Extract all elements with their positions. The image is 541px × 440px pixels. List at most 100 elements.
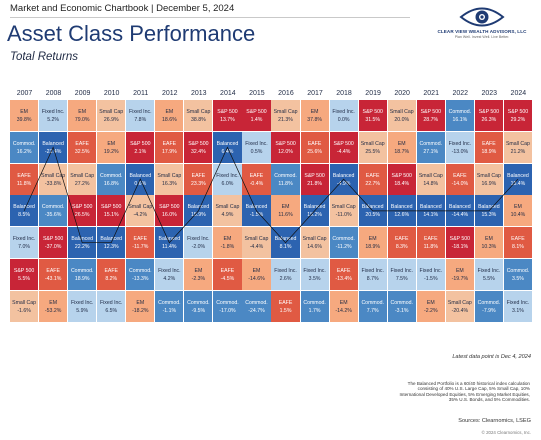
- asset-name: Small Cap: [476, 172, 501, 179]
- asset-cell: EM 10.3%: [474, 227, 503, 259]
- asset-return: 5.2%: [47, 117, 60, 123]
- asset-name: Fixed Inc.: [361, 268, 384, 274]
- asset-return: 8.5%: [18, 212, 30, 219]
- asset-name: Commod.: [158, 299, 181, 306]
- asset-name: Balanced: [245, 204, 268, 211]
- asset-cell: Fixed Inc. 5.2%: [39, 100, 68, 131]
- asset-cell: Small Cap 27.2%: [68, 163, 97, 195]
- asset-cell: EAFE 22.7%: [358, 163, 387, 195]
- asset-name: EM: [78, 109, 87, 115]
- asset-return: -1.8%: [220, 244, 235, 251]
- copyright-note: © 2024 Clearnomics, Inc.: [481, 430, 531, 435]
- asset-return: 11.8%: [423, 244, 438, 251]
- asset-cell: Commod. -7.9%: [474, 290, 503, 322]
- asset-name: Small Cap: [128, 204, 153, 211]
- asset-name: Fixed Inc.: [506, 299, 530, 306]
- asset-name: Commod.: [419, 140, 443, 147]
- asset-name: EM: [223, 236, 232, 243]
- asset-cell: Fixed Inc. 2.6%: [271, 259, 300, 290]
- asset-cell: S&P 500 13.7%: [213, 100, 242, 131]
- asset-name: Fixed Inc.: [99, 299, 123, 306]
- asset-return: 22.7%: [365, 180, 381, 187]
- asset-cell: Balanced 0.6%: [126, 163, 155, 195]
- asset-cell: Commod. 11.8%: [271, 163, 300, 195]
- asset-return: 1.5%: [279, 307, 292, 314]
- asset-return: -2.2%: [424, 307, 438, 314]
- asset-name: Fixed Inc.: [477, 268, 501, 274]
- asset-name: EM: [514, 204, 522, 211]
- asset-cell: Small Cap 21.2%: [503, 131, 533, 163]
- asset-return: 15.1%: [103, 212, 119, 219]
- asset-cell: EM -2.2%: [416, 290, 445, 322]
- asset-name: Commod.: [70, 268, 94, 274]
- asset-name: S&P 500: [449, 236, 471, 243]
- asset-return: 18.6%: [161, 117, 177, 123]
- performance-grid: EM 39.8% Commod. 16.2% EAFE 11.8% Balanced 8.5%…: [10, 100, 533, 324]
- asset-name: Small Cap: [215, 204, 240, 211]
- asset-return: -37.0%: [44, 244, 62, 251]
- asset-name: Balanced: [71, 236, 93, 243]
- asset-cell: Small Cap 26.9%: [97, 100, 126, 131]
- asset-cell: Commod. -17.0%: [213, 290, 242, 322]
- asset-return: 27.2%: [74, 180, 90, 187]
- asset-name: Commod.: [303, 299, 326, 306]
- asset-name: EAFE: [104, 268, 119, 274]
- asset-name: Commod.: [506, 268, 530, 274]
- company-logo: CLEAR VIEW WEALTH ADVISORS, LLC Plan Wel…: [432, 6, 532, 40]
- asset-cell: Commod. 3.5%: [503, 259, 533, 290]
- asset-cell: EAFE 8.2%: [97, 259, 126, 290]
- asset-cell: Small Cap 16.3%: [155, 163, 184, 195]
- asset-name: Balanced: [507, 172, 529, 179]
- asset-name: Commod.: [129, 268, 152, 274]
- asset-name: Commod.: [390, 299, 413, 306]
- asset-name: Balanced: [361, 204, 384, 211]
- asset-name: Small Cap: [12, 299, 37, 306]
- asset-name: Small Cap: [99, 109, 124, 115]
- asset-cell: Fixed Inc. 7.8%: [126, 100, 155, 131]
- asset-return: 5.5%: [18, 276, 30, 282]
- asset-cell: Balanced 11.4%: [155, 227, 184, 259]
- asset-cell: S&P 500 5.5%: [10, 259, 39, 290]
- asset-name: Small Cap: [331, 204, 356, 211]
- asset-name: Fixed Inc.: [274, 268, 297, 274]
- asset-return: 3.5%: [512, 276, 524, 282]
- asset-return: 25.5%: [365, 148, 381, 155]
- asset-name: EAFE: [133, 236, 148, 243]
- asset-return: -14.6%: [248, 276, 265, 282]
- asset-return: 12.3%: [103, 244, 119, 251]
- asset-cell: Small Cap 14.8%: [416, 163, 445, 195]
- asset-name: Commod.: [41, 204, 65, 211]
- asset-name: S&P 500: [42, 236, 64, 243]
- asset-name: EM: [20, 109, 28, 115]
- asset-return: -3.1%: [394, 307, 409, 314]
- asset-cell: Commod. 16.2%: [10, 131, 39, 163]
- asset-name: S&P 500: [188, 140, 209, 147]
- asset-cell: Commod. 16.1%: [445, 100, 474, 131]
- asset-return: 16.2%: [16, 148, 32, 155]
- asset-name: Small Cap: [273, 109, 298, 115]
- asset-return: 10.3%: [481, 244, 497, 251]
- year-label: 2010: [103, 90, 120, 97]
- asset-return: 15.9%: [191, 212, 206, 219]
- asset-return: 14.1%: [423, 212, 439, 219]
- asset-return: 11.6%: [278, 212, 293, 219]
- asset-return: -4.9%: [336, 180, 351, 187]
- asset-return: 13.7%: [220, 117, 235, 123]
- asset-cell: Fixed Inc. 5.5%: [474, 259, 503, 290]
- asset-return: -11.2%: [335, 244, 352, 251]
- asset-name: EAFE: [249, 172, 264, 179]
- asset-name: Commod.: [477, 299, 501, 306]
- asset-name: S&P 500: [71, 204, 93, 211]
- asset-cell: Small Cap 4.9%: [213, 195, 242, 227]
- asset-return: 26.5%: [74, 212, 90, 219]
- asset-return: 7.8%: [134, 117, 147, 123]
- asset-cell: Small Cap 16.9%: [474, 163, 503, 195]
- asset-cell: S&P 500 32.4%: [184, 131, 213, 163]
- asset-name: Small Cap: [244, 236, 269, 243]
- asset-cell: Balanced 12.6%: [387, 195, 416, 227]
- asset-name: EM: [252, 268, 261, 274]
- logo-name: CLEAR VIEW WEALTH ADVISORS, LLC: [437, 29, 527, 34]
- asset-return: 27.1%: [423, 148, 439, 155]
- asset-cell: Fixed Inc. 0.5%: [242, 131, 271, 163]
- asset-return: -14.0%: [451, 180, 469, 187]
